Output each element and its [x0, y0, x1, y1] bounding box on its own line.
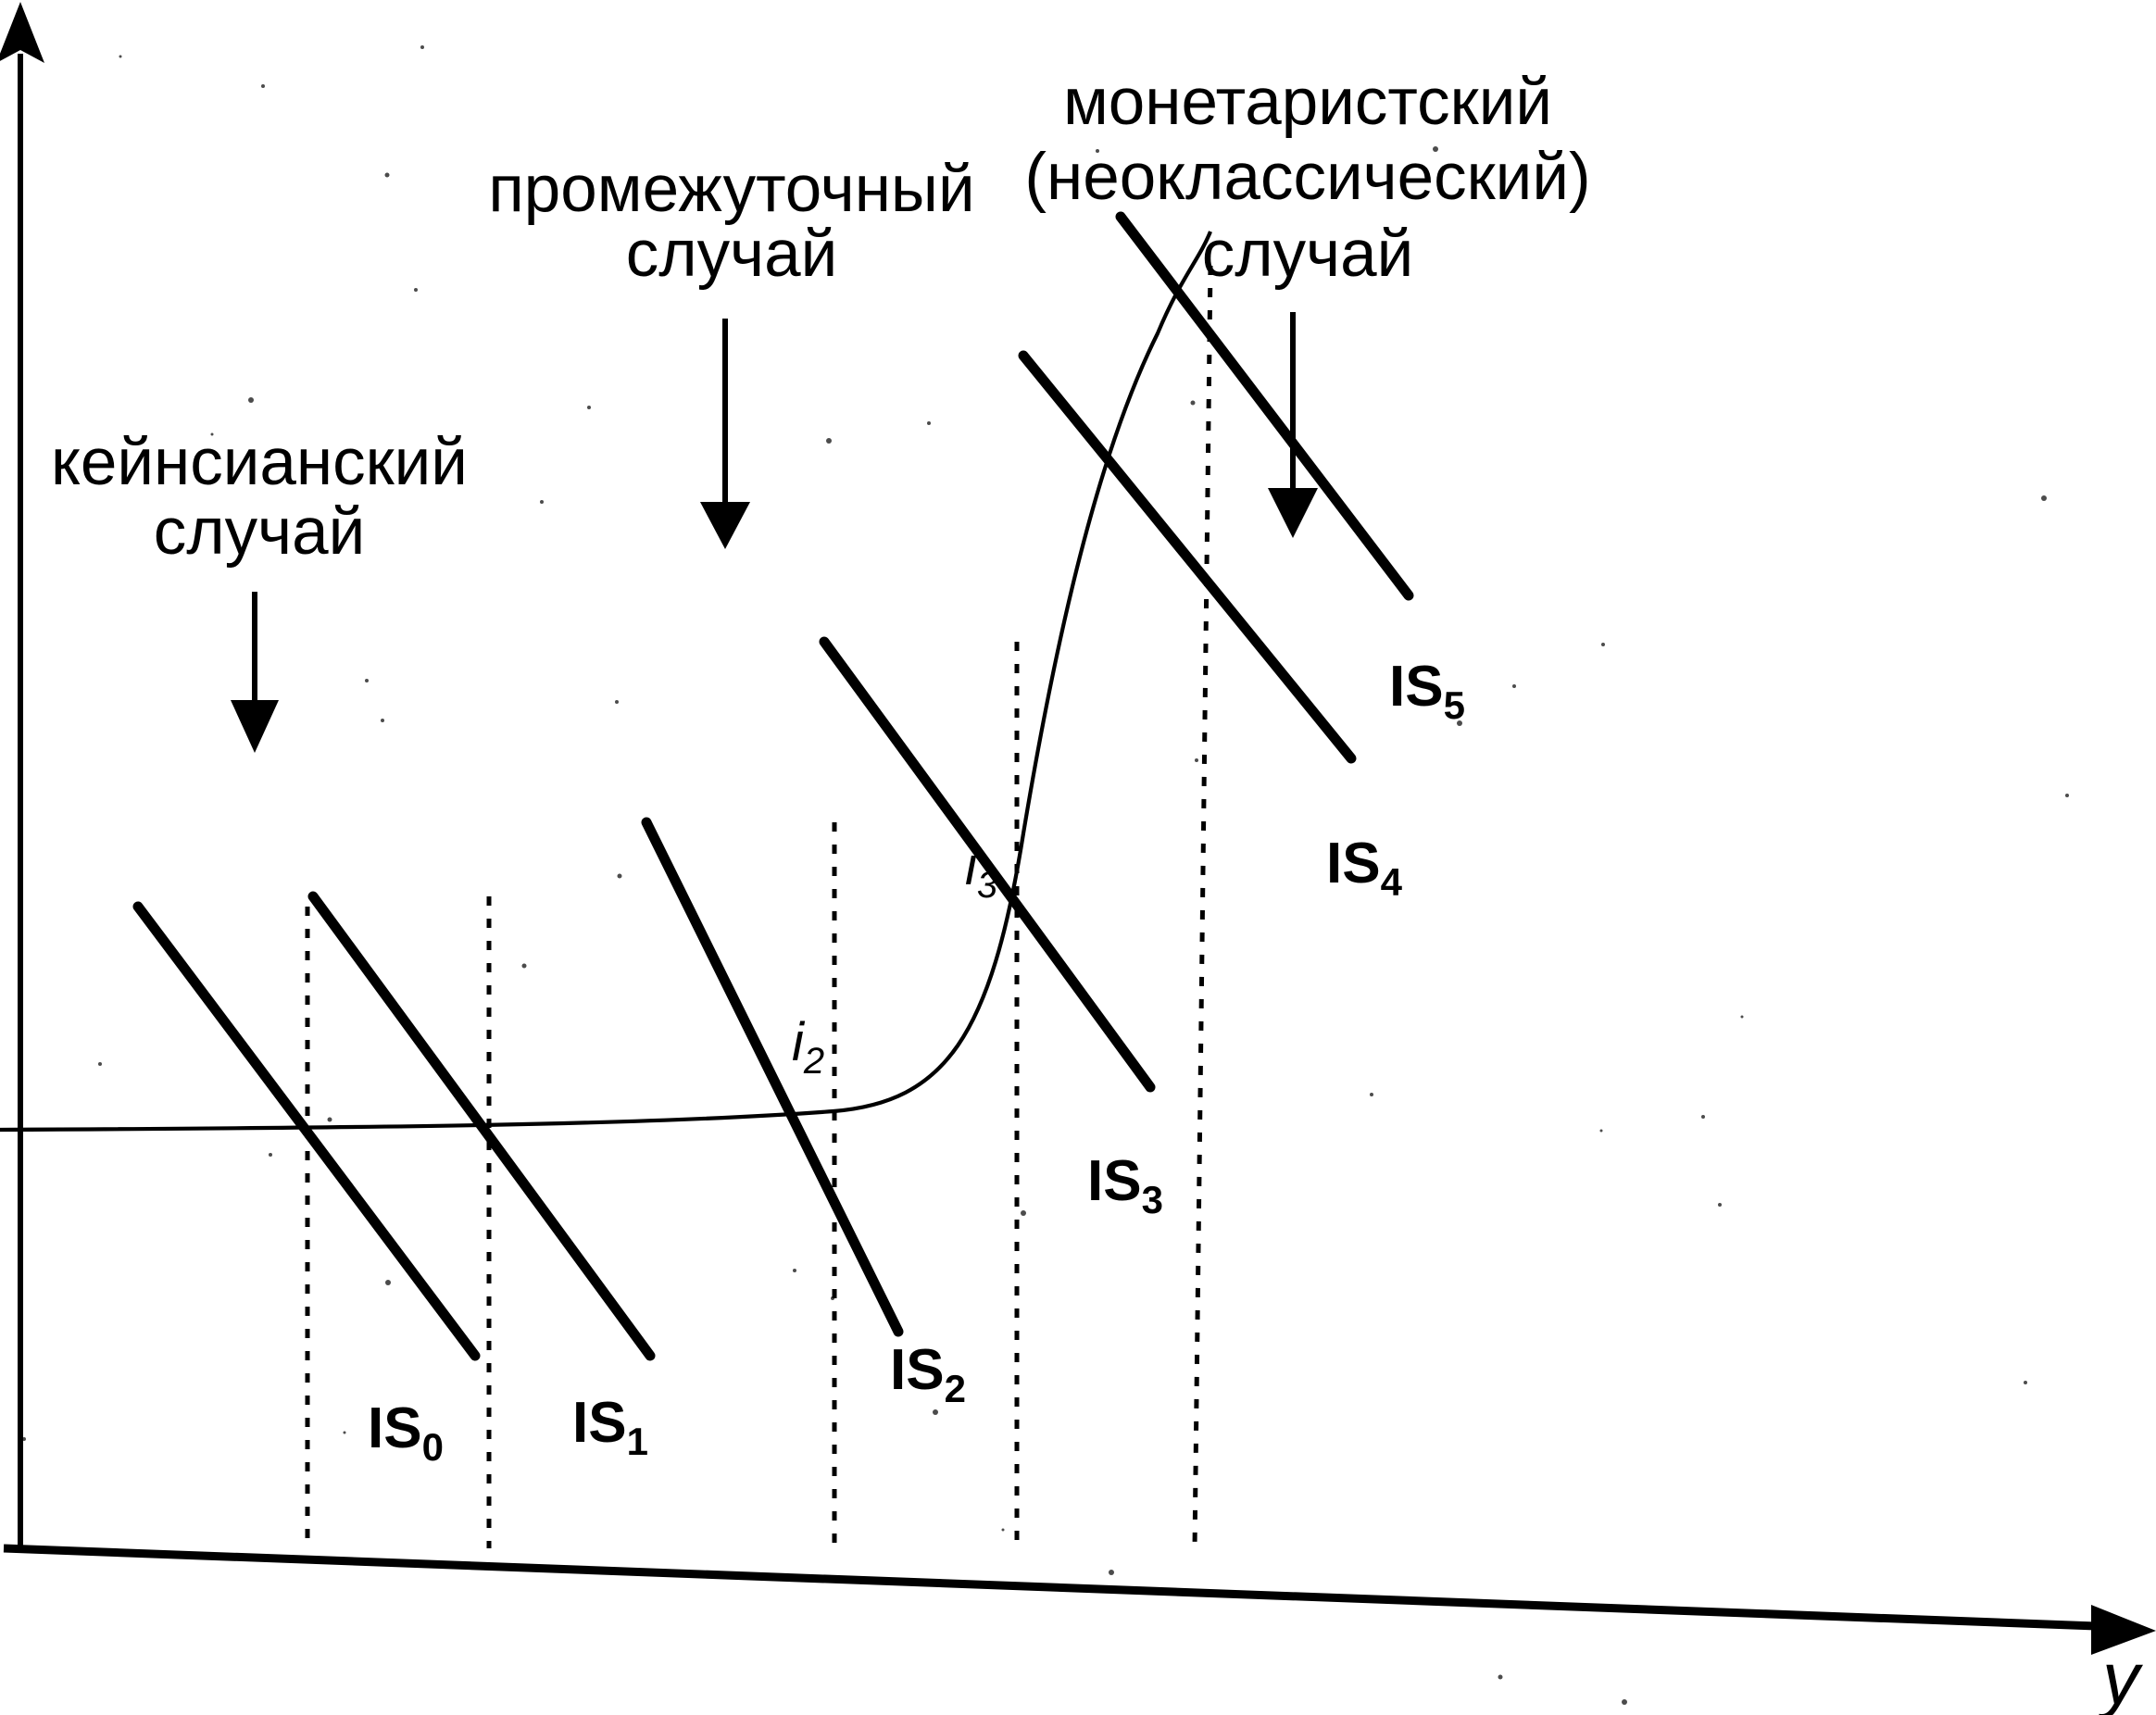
svg-text:IS2: IS2 [890, 1338, 966, 1410]
svg-text:(неоклассический): (неоклассический) [1024, 141, 1590, 214]
svg-text:промежуточный: промежуточный [488, 153, 974, 226]
svg-text:i3: i3 [965, 836, 997, 906]
svg-text:кейнсианский: кейнсианский [51, 426, 468, 499]
svg-text:i2: i2 [792, 1012, 824, 1082]
svg-text:IS4: IS4 [1326, 832, 1403, 904]
svg-text:IS1: IS1 [572, 1391, 648, 1463]
svg-text:IS3: IS3 [1087, 1149, 1163, 1221]
svg-text:IS0: IS0 [368, 1396, 444, 1469]
svg-text:случай: случай [1202, 218, 1414, 291]
svg-text:монетаристский: монетаристский [1063, 66, 1552, 139]
svg-text:случай: случай [154, 495, 366, 569]
svg-text:случай: случай [626, 218, 838, 291]
svg-text:y: y [2098, 1637, 2144, 1715]
svg-text:IS5: IS5 [1389, 655, 1465, 727]
